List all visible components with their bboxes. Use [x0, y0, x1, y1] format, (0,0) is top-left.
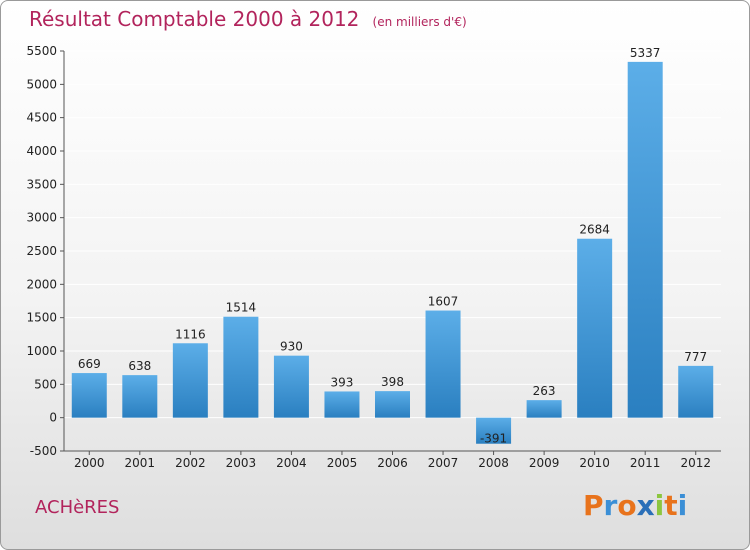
labels: -500 0 500 1000 1500 2000 2500 3000 3500 4000 4500… — [26, 44, 711, 470]
x-tick-label: 2000 — [74, 456, 105, 470]
y-tick-label: 3500 — [26, 177, 57, 191]
bar-2007 — [425, 310, 461, 418]
data-label-2004: 930 — [280, 340, 303, 354]
x-tick-label: 2009 — [529, 456, 560, 470]
bar-2000 — [71, 373, 107, 418]
data-label-2000: 669 — [78, 357, 101, 371]
bar-2003 — [223, 316, 259, 418]
town-name: ACHèRES — [35, 497, 120, 518]
data-label-2009: 263 — [533, 384, 556, 398]
x-tick-label: 2004 — [276, 456, 307, 470]
data-label-2007: 1607 — [428, 295, 459, 309]
proxiti-logo[interactable]: Proxiti — [583, 489, 687, 522]
x-tick-label: 2006 — [377, 456, 408, 470]
data-label-2012: 777 — [684, 350, 707, 364]
logo-letter: i — [677, 489, 688, 522]
logo-letter: o — [617, 489, 637, 522]
y-tick-label: 4000 — [26, 144, 57, 158]
x-tick-label: 2002 — [175, 456, 206, 470]
bar-2006 — [375, 391, 410, 418]
data-label-2006: 398 — [381, 375, 404, 389]
grid-lines — [64, 50, 721, 452]
logo-letter: x — [636, 489, 655, 522]
y-tick-label: 3000 — [26, 211, 57, 225]
x-tick-label: 2011 — [630, 456, 661, 470]
x-tick-label: 2012 — [680, 456, 711, 470]
y-tick-label: 2000 — [26, 277, 57, 291]
data-label-2005: 393 — [331, 375, 354, 389]
bars — [71, 61, 714, 444]
bar-2002 — [172, 343, 208, 418]
data-label-2010: 2684 — [579, 223, 610, 237]
y-tick-label: 2500 — [26, 244, 57, 258]
x-tick-label: 2005 — [327, 456, 358, 470]
chart-title-unit: (en milliers d'€) — [372, 15, 467, 29]
bar-2009 — [526, 400, 562, 418]
y-tick-label: 4500 — [26, 111, 57, 125]
logo-letter: r — [603, 489, 618, 522]
bar-2001 — [122, 375, 158, 418]
data-label-2008: -391 — [480, 432, 507, 446]
bar-2010 — [577, 238, 613, 418]
y-tick-label: 0 — [49, 411, 57, 425]
x-tick-label: 2001 — [125, 456, 156, 470]
y-tick-label: -500 — [30, 444, 57, 458]
x-tick-label: 2003 — [226, 456, 257, 470]
x-tick-label: 2007 — [428, 456, 459, 470]
bar-2004 — [273, 355, 309, 418]
bar-2011 — [627, 61, 663, 418]
y-tick-label: 500 — [34, 377, 57, 391]
bar-2008 — [476, 417, 512, 444]
data-label-2002: 1116 — [175, 327, 206, 341]
data-label-2001: 638 — [128, 359, 151, 373]
logo-letter: P — [583, 489, 604, 522]
bar-2012 — [678, 365, 714, 418]
bar-2005 — [324, 391, 360, 418]
chart-title-main: Résultat Comptable 2000 à 2012 — [29, 7, 360, 31]
chart-title: Résultat Comptable 2000 à 2012 (en milli… — [29, 7, 467, 31]
logo-letter: t — [664, 489, 678, 522]
logo-letter: i — [654, 489, 665, 522]
axes — [60, 50, 721, 455]
y-tick-label: 1000 — [26, 344, 57, 358]
y-tick-label: 1500 — [26, 311, 57, 325]
data-label-2003: 1514 — [226, 301, 257, 315]
y-tick-label: 5000 — [26, 77, 57, 91]
x-tick-label: 2010 — [579, 456, 610, 470]
y-tick-label: 5500 — [26, 44, 57, 58]
x-tick-label: 2008 — [478, 456, 509, 470]
data-label-2011: 5337 — [630, 46, 661, 60]
